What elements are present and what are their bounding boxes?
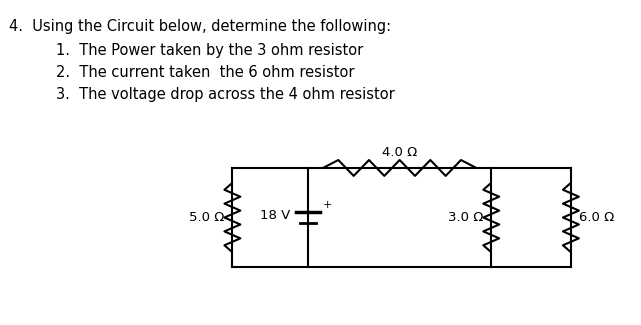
Text: 4.  Using the Circuit below, determine the following:: 4. Using the Circuit below, determine th…: [10, 19, 392, 34]
Text: 3.  The voltage drop across the 4 ohm resistor: 3. The voltage drop across the 4 ohm res…: [56, 87, 395, 102]
Text: 4.0 Ω: 4.0 Ω: [382, 146, 417, 159]
Text: 18 V: 18 V: [260, 209, 290, 222]
Text: 6.0 Ω: 6.0 Ω: [579, 211, 614, 224]
Text: 5.0 Ω: 5.0 Ω: [189, 211, 224, 224]
Text: +: +: [323, 200, 333, 210]
Text: 3.0 Ω: 3.0 Ω: [448, 211, 483, 224]
Text: 1.  The Power taken by the 3 ohm resistor: 1. The Power taken by the 3 ohm resistor: [56, 43, 363, 58]
Text: 2.  The current taken  the 6 ohm resistor: 2. The current taken the 6 ohm resistor: [56, 65, 354, 80]
